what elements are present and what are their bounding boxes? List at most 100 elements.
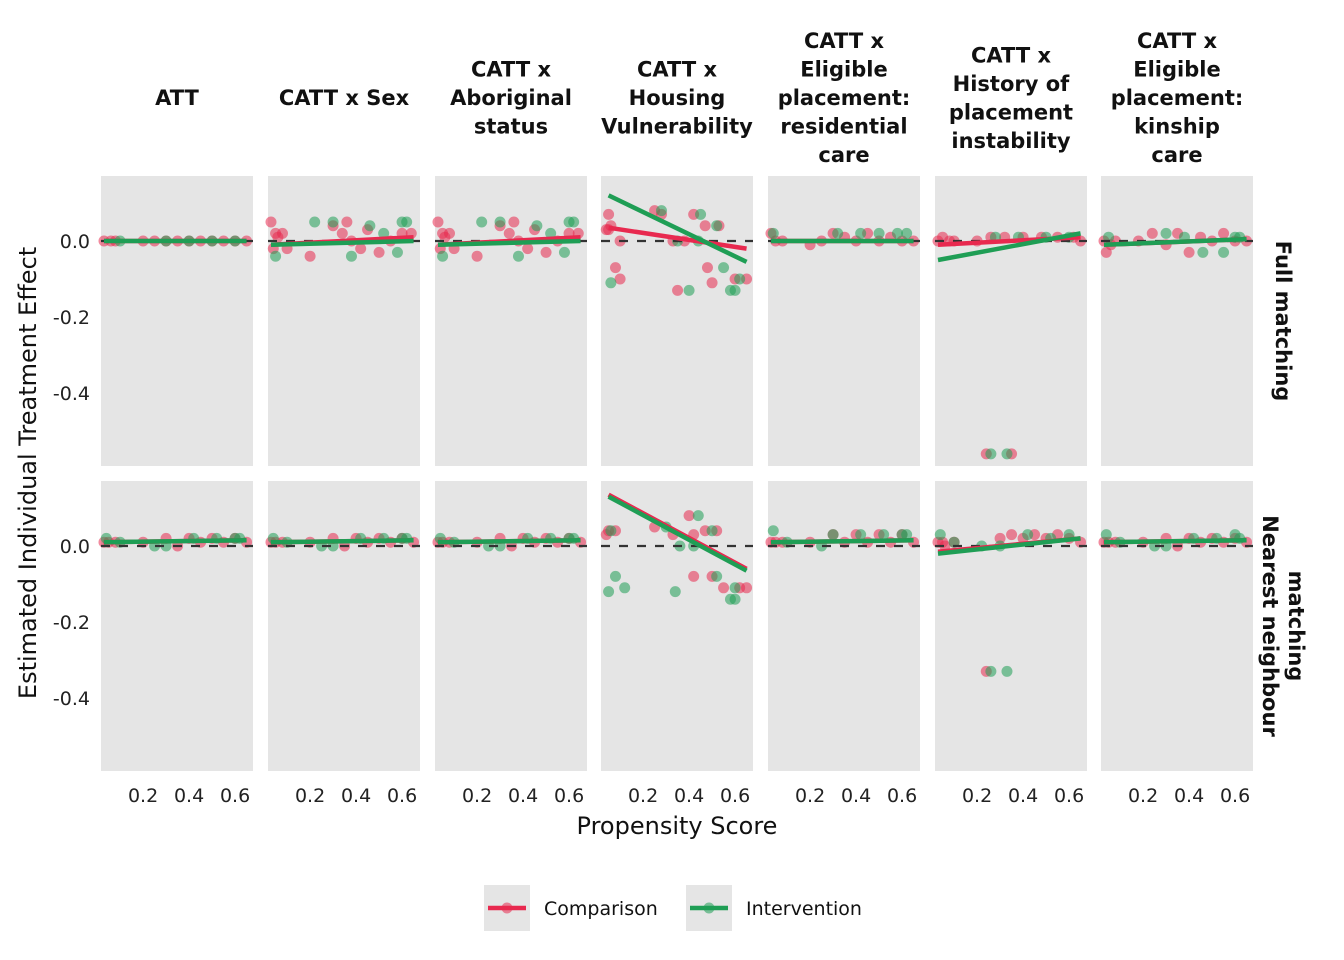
point-intervention [309, 216, 321, 228]
panel-2-4 [600, 481, 753, 771]
row-strip-label: Full matching [1271, 241, 1295, 402]
point-comparison [522, 243, 534, 255]
point-comparison [603, 208, 615, 220]
x-tick-label: 0.6 [887, 785, 917, 807]
trend-line-intervention [1103, 236, 1247, 248]
panel-background [435, 481, 587, 771]
legend: Comparison Intervention [484, 885, 862, 931]
column-strip-line: placement [949, 100, 1073, 124]
trend-line-intervention [607, 494, 748, 573]
x-tick-label: 0.2 [628, 785, 658, 807]
point-comparison [1146, 227, 1158, 239]
point-intervention [718, 262, 730, 274]
column-strip-line: ATT [155, 86, 199, 110]
column-strip-line: CATT x [1137, 29, 1217, 53]
column-strip-line: care [818, 143, 869, 167]
row-strip-line: matching [1284, 571, 1308, 682]
point-comparison [540, 246, 552, 258]
point-comparison [341, 216, 353, 228]
point-comparison [994, 532, 1006, 544]
y-axis-title: Estimated Individual Treatment Effect [14, 247, 42, 699]
column-strip-line: status [474, 115, 548, 139]
column-strip-label: CATT x Sex [279, 86, 410, 110]
point-comparison [614, 273, 626, 285]
x-tick-label: 0.4 [508, 785, 538, 807]
panel-background [101, 176, 253, 466]
x-tick-label: 0.2 [128, 785, 158, 807]
column-strip-line: care [1151, 143, 1202, 167]
legend-key-point [501, 902, 513, 914]
x-tick-label: 0.4 [841, 785, 871, 807]
point-intervention [873, 227, 885, 239]
point-intervention [619, 582, 631, 594]
column-strip-line: CATT x [637, 58, 717, 82]
column-strip-line: CATT x [971, 43, 1051, 67]
trend-line-intervention [103, 538, 247, 545]
y-axis-ticks: 0.0 -0.2 -0.4 0.0 -0.2 -0.4 [53, 231, 90, 710]
point-intervention [327, 216, 339, 228]
point-comparison [672, 284, 684, 296]
point-intervention [437, 250, 449, 262]
legend-item-comparison: Comparison [484, 885, 658, 931]
column-strip-line: kinship [1134, 115, 1220, 139]
column-strip-label: CATT x Eligible placement: residential care [778, 29, 911, 167]
point-intervention [767, 227, 779, 239]
point-comparison [1218, 227, 1230, 239]
x-tick-label: 0.2 [1128, 785, 1158, 807]
x-tick-label: 0.2 [462, 785, 492, 807]
column-strip-label: CATT x Eligible placement: kinship care [1111, 29, 1244, 167]
point-intervention [603, 586, 615, 598]
point-intervention [706, 525, 718, 537]
trend-line-intervention [770, 538, 914, 545]
panel-background [935, 176, 1087, 466]
point-intervention [901, 529, 913, 541]
trend-line-intervention [1103, 538, 1247, 545]
column-strip-line: residential [780, 115, 907, 139]
x-tick-label: 0.6 [1054, 785, 1084, 807]
point-comparison [1183, 246, 1195, 258]
panels [98, 176, 1253, 771]
x-tick-label: 0.6 [220, 785, 250, 807]
point-intervention [827, 529, 839, 541]
point-intervention [391, 246, 403, 258]
y-tick-label: -0.2 [53, 612, 90, 634]
panel-1-6 [932, 176, 1087, 466]
point-comparison [355, 243, 367, 255]
point-intervention [609, 570, 621, 582]
point-intervention [605, 277, 617, 289]
x-tick-label: 0.6 [1220, 785, 1250, 807]
point-intervention [855, 227, 867, 239]
y-tick-label: -0.2 [53, 307, 90, 329]
point-intervention [655, 205, 667, 217]
point-intervention [729, 593, 741, 605]
x-axis-ticks: 0.2 0.4 0.6 0.2 0.4 0.6 0.2 0.4 0.6 0.2 0.4 0.6 0.2 0… [128, 785, 1250, 807]
point-comparison [508, 216, 520, 228]
panel-background [1101, 481, 1253, 771]
point-intervention [401, 216, 413, 228]
column-strip-line: Eligible [800, 58, 887, 82]
panel-background [601, 176, 753, 466]
panel-2-1 [98, 481, 253, 771]
point-comparison [336, 227, 348, 239]
point-intervention [364, 220, 376, 232]
point-comparison [503, 227, 515, 239]
point-comparison [276, 227, 288, 239]
point-intervention [934, 529, 946, 541]
panel-background [768, 176, 920, 466]
point-intervention [476, 216, 488, 228]
panel-1-5 [765, 176, 920, 466]
trend-line-intervention [270, 538, 414, 545]
point-comparison [683, 510, 695, 522]
panel-2-7 [1098, 481, 1253, 771]
point-intervention [985, 665, 997, 677]
x-tick-label: 0.4 [174, 785, 204, 807]
trend-line-intervention [437, 238, 581, 248]
panel-background [268, 481, 420, 771]
point-intervention [1100, 529, 1112, 541]
x-tick-label: 0.4 [1174, 785, 1204, 807]
column-strip-line: Vulnerability [601, 115, 753, 139]
row-strip-line: Full matching [1271, 241, 1295, 402]
point-intervention [345, 250, 357, 262]
point-intervention [494, 216, 506, 228]
